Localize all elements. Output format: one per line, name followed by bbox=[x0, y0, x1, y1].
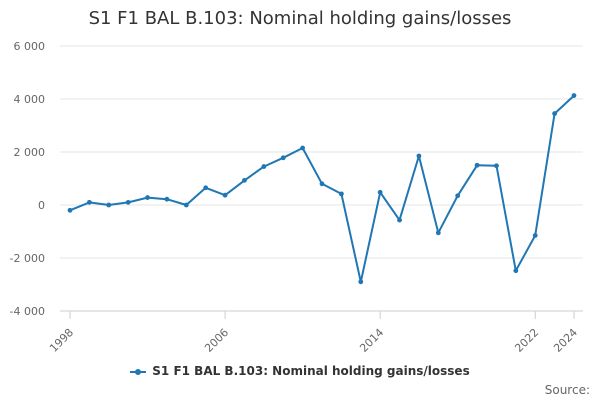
data-point bbox=[164, 196, 170, 202]
legend-label: S1 F1 BAL B.103: Nominal holding gains/l… bbox=[152, 364, 470, 378]
data-point bbox=[494, 163, 499, 169]
x-tick-label: 2014 bbox=[357, 326, 386, 355]
data-point bbox=[145, 195, 150, 200]
data-point bbox=[86, 199, 92, 205]
data-point bbox=[319, 181, 325, 187]
data-point bbox=[397, 217, 402, 223]
data-point bbox=[300, 145, 306, 151]
data-point bbox=[125, 199, 131, 205]
source-label: Source: bbox=[544, 383, 590, 397]
data-point bbox=[222, 192, 228, 198]
y-tick-label: -2 000 bbox=[10, 252, 45, 265]
y-tick-label: 0 bbox=[38, 199, 45, 212]
data-point bbox=[338, 191, 344, 197]
data-point bbox=[242, 177, 247, 183]
data-point bbox=[571, 93, 577, 98]
data-point bbox=[183, 202, 189, 208]
y-tick-label: 6 000 bbox=[14, 40, 46, 53]
data-point bbox=[416, 153, 422, 159]
x-tick-label: 1998 bbox=[47, 326, 76, 355]
data-point bbox=[474, 162, 480, 168]
data-point bbox=[532, 233, 538, 238]
legend-line-icon bbox=[130, 368, 147, 375]
data-point bbox=[67, 207, 73, 213]
x-tick-label: 2006 bbox=[202, 326, 231, 355]
data-point bbox=[377, 189, 383, 195]
data-point bbox=[203, 185, 209, 191]
chart-title: S1 F1 BAL B.103: Nominal holding gains/l… bbox=[88, 8, 512, 29]
y-tick-label: 4 000 bbox=[14, 93, 46, 106]
y-tick-label: 2 000 bbox=[14, 146, 46, 159]
data-point bbox=[106, 202, 112, 208]
data-point bbox=[552, 111, 558, 116]
data-point bbox=[513, 268, 519, 274]
data-point bbox=[455, 193, 461, 199]
data-point bbox=[358, 279, 364, 285]
series-line bbox=[69, 94, 575, 283]
y-tick-label: -4 000 bbox=[10, 305, 45, 318]
data-point bbox=[435, 230, 441, 236]
legend[interactable]: S1 F1 BAL B.103: Nominal holding gains/l… bbox=[0, 364, 600, 378]
data-point bbox=[261, 164, 267, 169]
x-tick-label: 2024 bbox=[551, 326, 580, 355]
data-point bbox=[280, 155, 286, 161]
x-tick-label: 2022 bbox=[512, 326, 541, 355]
